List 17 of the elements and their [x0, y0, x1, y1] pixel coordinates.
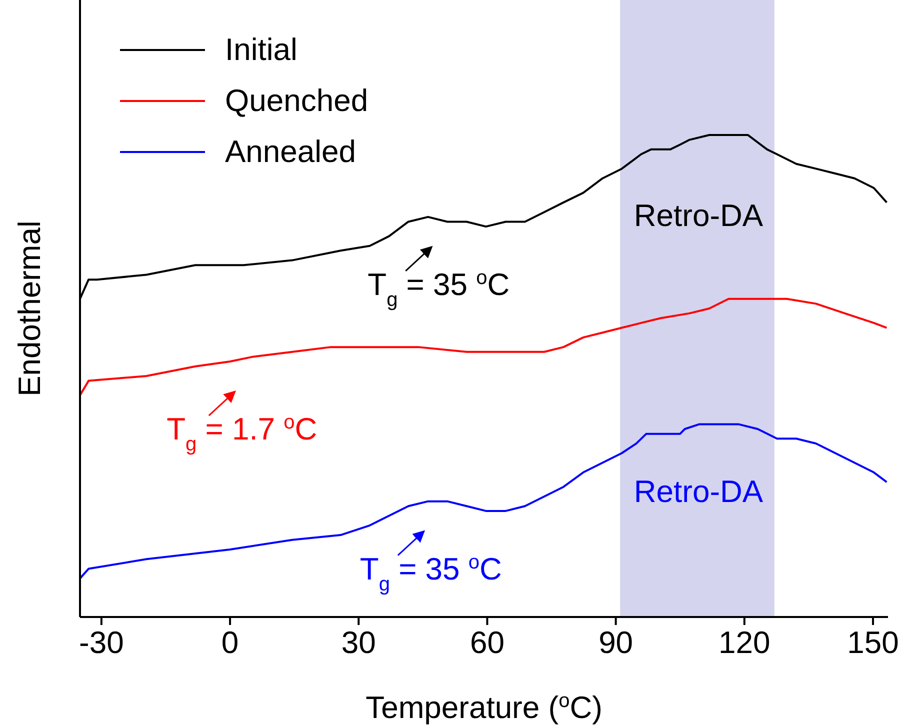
- x-tick-label: 30: [341, 625, 376, 660]
- annotation: T$_{g}$ = 35 $^{o}$C: [368, 266, 510, 311]
- annotation: T$_{g}$ = 1.7 $^{o}$C: [166, 412, 318, 456]
- annotation: T$_{g}$ = 35 $^{o}$C: [360, 551, 502, 596]
- x-axis-title: Temperature ($^{o}$C): [366, 690, 602, 725]
- x-tick-label: 90: [598, 625, 634, 660]
- x-tick-label: 120: [718, 625, 770, 660]
- legend-label: Annealed: [225, 134, 356, 170]
- x-tick-label: 0: [221, 625, 239, 660]
- y-axis-title: Endothermal: [12, 220, 47, 396]
- x-tick-label: 60: [470, 625, 504, 660]
- annotation: Retro-DA: [634, 198, 764, 233]
- legend-label: Initial: [225, 32, 298, 68]
- legend-label: Quenched: [225, 82, 368, 118]
- x-tick-label: 150: [847, 625, 899, 660]
- annotation: Retro-DA: [634, 474, 764, 510]
- x-tick-label: -30: [79, 625, 124, 660]
